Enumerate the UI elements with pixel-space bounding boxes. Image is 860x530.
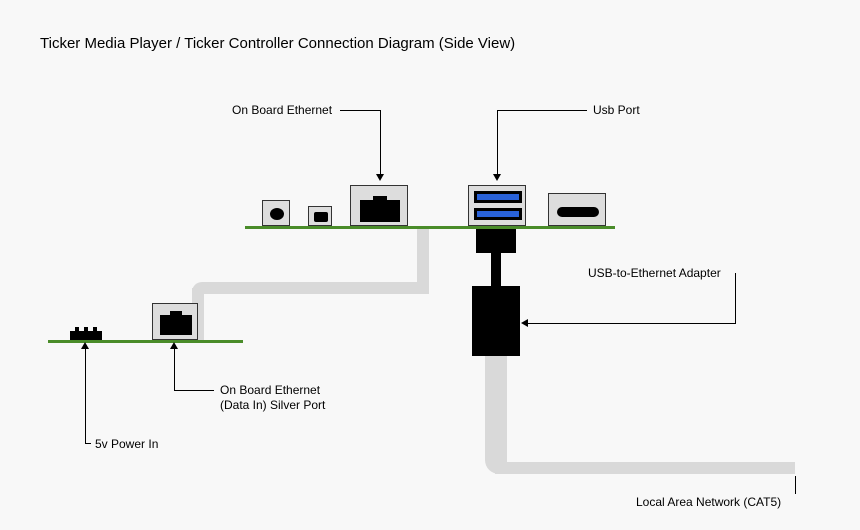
label-lan: Local Area Network (CAT5) [636, 495, 781, 511]
small-port-slot-icon [314, 212, 328, 222]
ethernet-port-bottom [152, 303, 198, 340]
arrow-usb-v [497, 110, 498, 175]
small-port [308, 206, 332, 226]
arrow-adapter-v [735, 273, 736, 323]
usb-slot-top-icon [474, 191, 522, 203]
label-onboard-ethernet-bottom-l1: On Board Ethernet [220, 383, 320, 399]
top-board [245, 226, 615, 229]
power-port [70, 331, 102, 340]
usb-port-stack [468, 185, 526, 226]
arrow-adapter-h [528, 323, 736, 324]
arrow-pwr-v [85, 348, 86, 443]
display-slot-icon [557, 207, 599, 217]
adapter-body [472, 286, 520, 356]
arrow-eth-top-h [340, 110, 380, 111]
arrow-eth-bot-head [170, 342, 178, 349]
ethernet-slot-icon [360, 200, 400, 222]
bottom-board [48, 340, 243, 343]
label-onboard-ethernet-top: On Board Ethernet [232, 103, 332, 119]
label-usb-adapter: USB-to-Ethernet Adapter [588, 266, 721, 282]
arrow-usb-head [493, 174, 501, 181]
arrow-eth-top-v [380, 110, 381, 175]
cable-top-horizontal [192, 282, 429, 294]
arrow-eth-top-head [376, 174, 384, 181]
adapter-connector [476, 229, 516, 253]
arrow-eth-bot-h [174, 390, 214, 391]
ethernet-bottom-slot-icon [160, 315, 192, 335]
arrow-usb-h [497, 110, 587, 111]
cable-bottom-stem [485, 356, 507, 474]
label-power-in: 5v Power In [95, 437, 158, 453]
arrow-pwr-h [85, 443, 91, 444]
arrow-adapter-head [521, 319, 528, 327]
label-onboard-ethernet-bottom-l2: (Data In) Silver Port [220, 398, 325, 414]
usb-slot-bottom-icon [474, 208, 522, 220]
adapter-stem [491, 253, 501, 286]
cable-bottom-horizontal [495, 462, 795, 474]
display-port [548, 193, 606, 226]
arrow-eth-bot-v [174, 348, 175, 390]
audio-hole-icon [270, 208, 284, 220]
ethernet-port-top [350, 185, 408, 226]
label-usb-port: Usb Port [593, 103, 640, 119]
arrow-pwr-head [81, 342, 89, 349]
page-title: Ticker Media Player / Ticker Controller … [40, 35, 515, 52]
audio-port [262, 200, 290, 226]
arrow-lan-v [795, 476, 796, 494]
